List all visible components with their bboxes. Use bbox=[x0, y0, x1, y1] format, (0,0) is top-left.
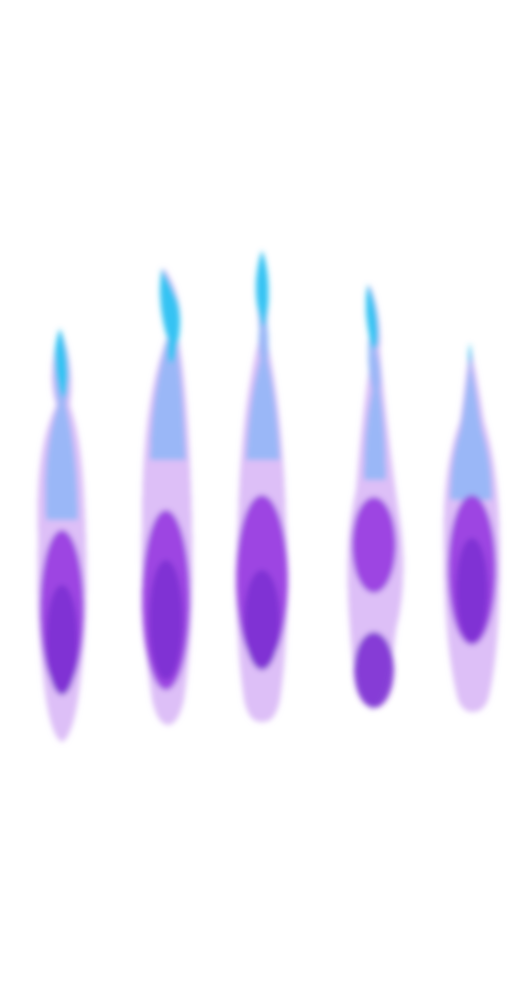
purple-flame-icon bbox=[443, 343, 500, 712]
purple-flame-icon bbox=[37, 328, 87, 742]
purple-flame-icon bbox=[347, 284, 404, 710]
purple-flame-icon bbox=[236, 250, 288, 722]
purple-flame-icon bbox=[141, 268, 193, 725]
